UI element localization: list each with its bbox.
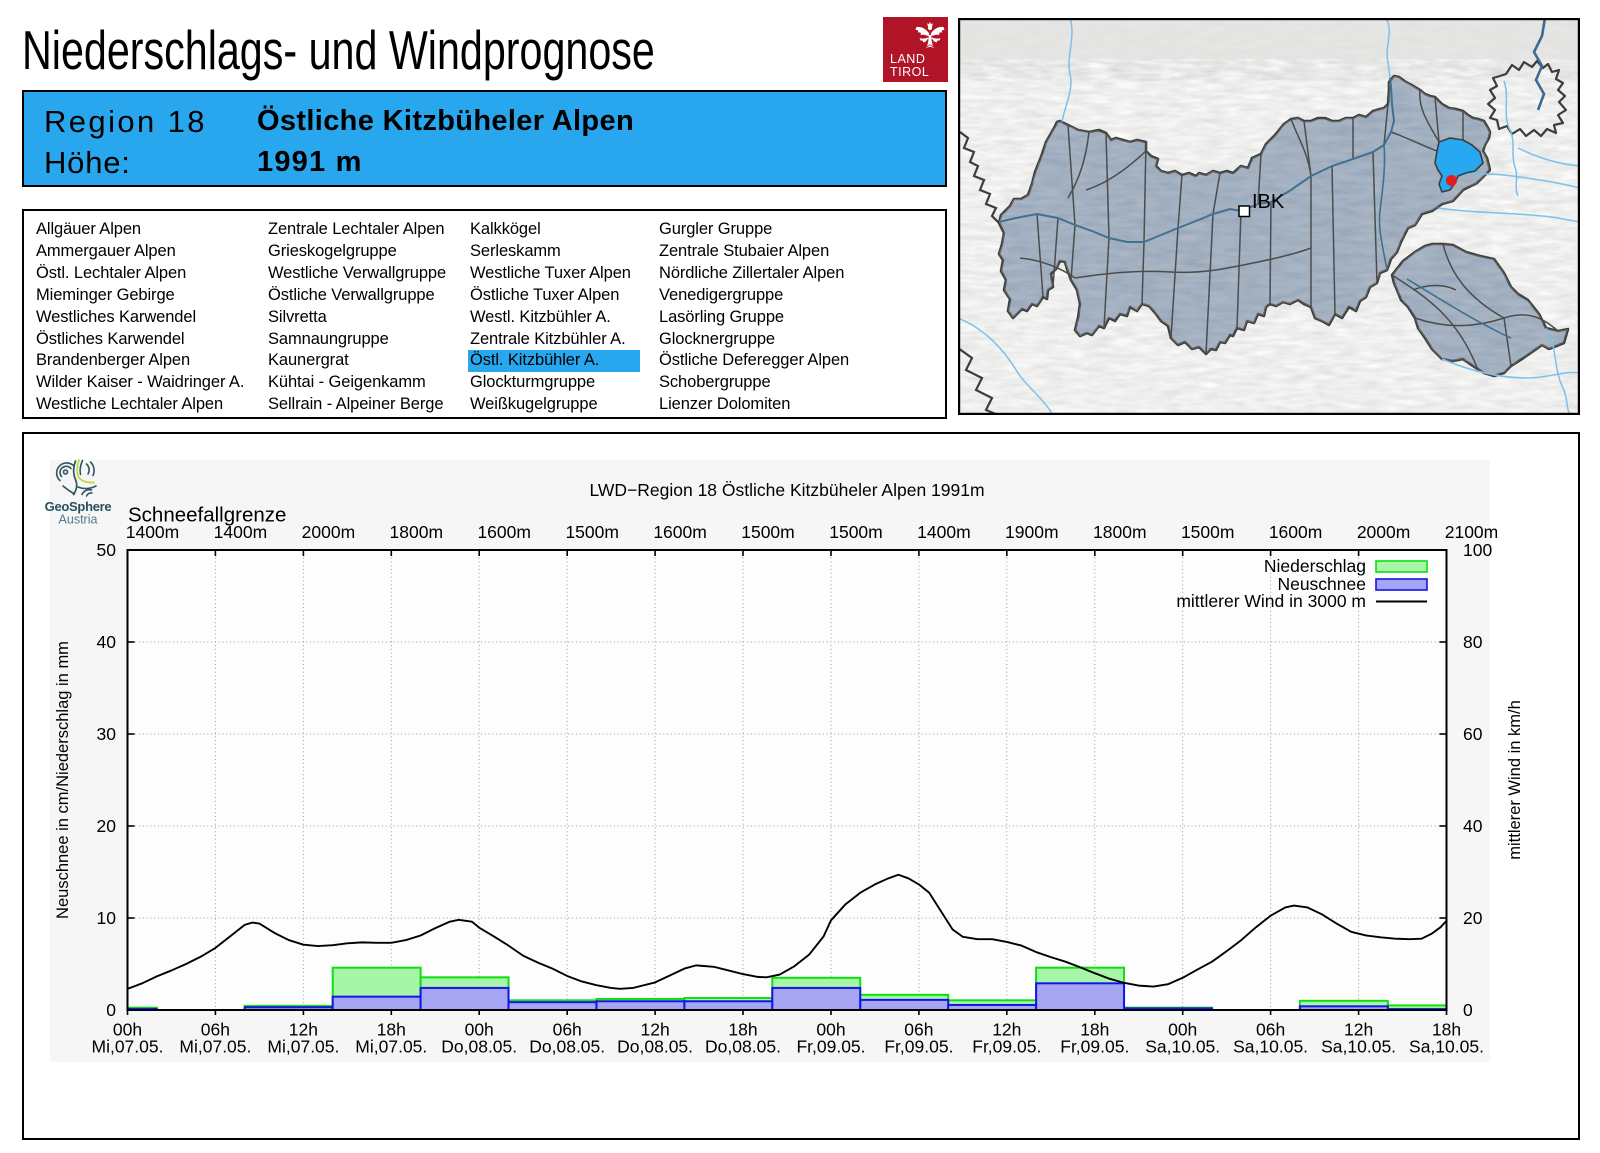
svg-text:06h: 06h — [553, 1020, 582, 1040]
svg-text:12h: 12h — [992, 1020, 1021, 1040]
svg-text:12h: 12h — [1344, 1020, 1373, 1040]
svg-text:0: 0 — [1463, 1000, 1473, 1020]
svg-text:Fr,09.05.: Fr,09.05. — [1060, 1037, 1129, 1057]
svg-text:18h: 18h — [377, 1020, 406, 1040]
svg-text:mittlerer Wind in km/h: mittlerer Wind in km/h — [1506, 700, 1524, 860]
svg-text:mittlerer Wind in 3000 m: mittlerer Wind in 3000 m — [1176, 591, 1366, 611]
svg-text:Neuschnee: Neuschnee — [1277, 574, 1366, 594]
svg-text:100: 100 — [1463, 540, 1492, 560]
svg-text:1400m: 1400m — [214, 522, 268, 542]
svg-text:Do,08.05.: Do,08.05. — [441, 1037, 517, 1057]
svg-text:00h: 00h — [816, 1020, 845, 1040]
svg-text:80: 80 — [1463, 632, 1483, 652]
svg-text:Fr,09.05.: Fr,09.05. — [796, 1037, 865, 1057]
svg-text:Sa,10.05.: Sa,10.05. — [1145, 1037, 1220, 1057]
svg-text:2000m: 2000m — [302, 522, 356, 542]
svg-text:Mi,07.05.: Mi,07.05. — [355, 1037, 427, 1057]
svg-text:18h: 18h — [1080, 1020, 1109, 1040]
svg-text:50: 50 — [97, 540, 117, 560]
svg-text:1800m: 1800m — [390, 522, 444, 542]
svg-text:1400m: 1400m — [917, 522, 971, 542]
svg-text:12h: 12h — [289, 1020, 318, 1040]
svg-text:IBK: IBK — [1252, 191, 1285, 213]
svg-text:1400m: 1400m — [126, 522, 180, 542]
svg-text:LWD−Region 18 Östliche Kitzbüh: LWD−Region 18 Östliche Kitzbüheler Alpen… — [589, 480, 984, 500]
svg-text:18h: 18h — [728, 1020, 757, 1040]
svg-text:06h: 06h — [1256, 1020, 1285, 1040]
svg-text:1500m: 1500m — [1181, 522, 1235, 542]
svg-text:1500m: 1500m — [741, 522, 795, 542]
svg-text:1900m: 1900m — [1005, 522, 1059, 542]
svg-text:Neuschnee in cm/Niederschlag i: Neuschnee in cm/Niederschlag in mm — [54, 641, 72, 919]
svg-text:Do,08.05.: Do,08.05. — [529, 1037, 605, 1057]
svg-text:00h: 00h — [465, 1020, 494, 1040]
svg-text:1800m: 1800m — [1093, 522, 1147, 542]
svg-text:Sa,10.05.: Sa,10.05. — [1233, 1037, 1308, 1057]
svg-text:Mi,07.05.: Mi,07.05. — [267, 1037, 339, 1057]
svg-text:0: 0 — [106, 1000, 116, 1020]
svg-text:00h: 00h — [1168, 1020, 1197, 1040]
svg-text:Sa,10.05.: Sa,10.05. — [1321, 1037, 1396, 1057]
svg-text:GeoSphere: GeoSphere — [45, 499, 112, 514]
svg-text:2000m: 2000m — [1357, 522, 1411, 542]
svg-text:Fr,09.05.: Fr,09.05. — [972, 1037, 1041, 1057]
svg-text:1600m: 1600m — [477, 522, 531, 542]
svg-text:Mi,07.05.: Mi,07.05. — [179, 1037, 251, 1057]
svg-text:12h: 12h — [640, 1020, 669, 1040]
svg-text:Sa,10.05.: Sa,10.05. — [1409, 1037, 1484, 1057]
svg-text:00h: 00h — [113, 1020, 142, 1040]
svg-text:2100m: 2100m — [1445, 522, 1499, 542]
svg-text:40: 40 — [97, 632, 117, 652]
svg-text:06h: 06h — [201, 1020, 230, 1040]
svg-text:Niederschlag: Niederschlag — [1264, 556, 1366, 576]
svg-text:30: 30 — [97, 724, 117, 744]
svg-text:1600m: 1600m — [653, 522, 707, 542]
svg-text:1500m: 1500m — [565, 522, 619, 542]
svg-text:1600m: 1600m — [1269, 522, 1323, 542]
svg-text:40: 40 — [1463, 816, 1483, 836]
svg-text:60: 60 — [1463, 724, 1483, 744]
svg-text:06h: 06h — [904, 1020, 933, 1040]
svg-text:Schneefallgrenze: Schneefallgrenze — [128, 504, 286, 527]
svg-text:Mi,07.05.: Mi,07.05. — [92, 1037, 164, 1057]
svg-text:18h: 18h — [1432, 1020, 1461, 1040]
svg-text:Do,08.05.: Do,08.05. — [705, 1037, 781, 1057]
svg-text:Austria: Austria — [59, 513, 98, 527]
svg-text:Do,08.05.: Do,08.05. — [617, 1037, 693, 1057]
svg-text:Fr,09.05.: Fr,09.05. — [884, 1037, 953, 1057]
svg-text:10: 10 — [97, 908, 117, 928]
svg-text:20: 20 — [1463, 908, 1483, 928]
svg-text:1500m: 1500m — [829, 522, 883, 542]
svg-text:20: 20 — [97, 816, 117, 836]
